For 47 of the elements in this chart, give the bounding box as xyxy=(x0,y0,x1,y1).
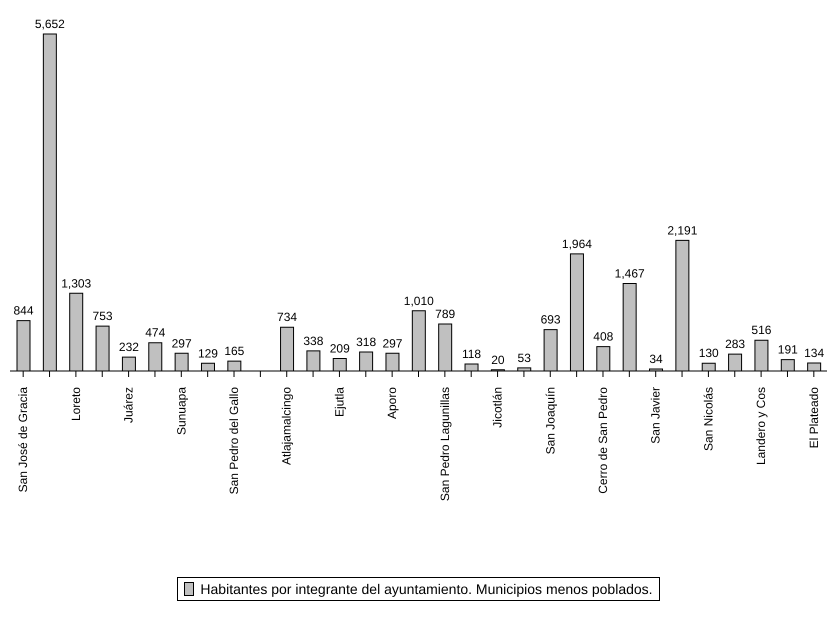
x-tick-label: San José de Gracia xyxy=(16,386,30,492)
data-label: 34 xyxy=(649,352,664,366)
data-label: 1,964 xyxy=(562,236,592,251)
data-label: 789 xyxy=(435,306,456,321)
x-tick-label: Aporo xyxy=(385,386,400,420)
data-label: 283 xyxy=(725,337,746,352)
data-label: 165 xyxy=(224,344,245,358)
x-tick-label: Juárez xyxy=(122,387,136,424)
data-label: 130 xyxy=(698,346,720,360)
x-tick-label: San Joaquín xyxy=(543,387,558,454)
x-tick-label: Sunuapa xyxy=(174,386,188,436)
data-label: 1,010 xyxy=(404,294,434,308)
data-label: 1,467 xyxy=(614,266,645,281)
data-label: 134 xyxy=(804,346,824,360)
data-label: 1,303 xyxy=(61,276,92,290)
data-label: 753 xyxy=(92,309,113,324)
data-label: 191 xyxy=(778,342,798,357)
data-label: 338 xyxy=(303,334,324,348)
data-label: 516 xyxy=(751,323,772,338)
x-tick-label: Landero y Cos xyxy=(754,387,768,466)
x-tick-label: San Pedro del Gallo xyxy=(227,386,242,494)
data-label: 5,652 xyxy=(34,17,66,31)
data-label: 20 xyxy=(491,352,505,367)
data-label: 297 xyxy=(172,336,192,350)
data-label: 693 xyxy=(540,312,561,327)
x-tick-label: El Plateado xyxy=(806,386,821,448)
x-tick-label: Loreto xyxy=(68,386,83,422)
data-label: 844 xyxy=(13,304,34,318)
data-label: 129 xyxy=(198,346,218,360)
x-tick-label: Cerro de San Pedro xyxy=(596,386,610,494)
data-label: 118 xyxy=(462,346,482,361)
data-label: 2,191 xyxy=(667,223,698,238)
x-tick-label: San Nicolás xyxy=(701,387,716,452)
data-label: 408 xyxy=(593,330,614,344)
data-label: 209 xyxy=(330,342,350,356)
data-label: 474 xyxy=(145,326,166,340)
legend-label: Habitantes por integrante del ayuntamiento. Municipios menos poblados. xyxy=(200,581,653,597)
x-tick-label: San Pedro Lagunillas xyxy=(438,387,452,502)
data-label: 232 xyxy=(118,340,140,354)
data-label: 297 xyxy=(382,336,403,350)
x-tick-label: Jicotlán xyxy=(490,387,505,428)
data-label: 53 xyxy=(518,350,532,365)
data-label: 734 xyxy=(277,310,298,324)
data-label: 318 xyxy=(356,335,376,350)
x-tick-label: Atlajamalcingo xyxy=(280,386,294,466)
x-tick-label: San Javier xyxy=(648,387,663,444)
x-tick-label: Ejutla xyxy=(332,386,346,418)
